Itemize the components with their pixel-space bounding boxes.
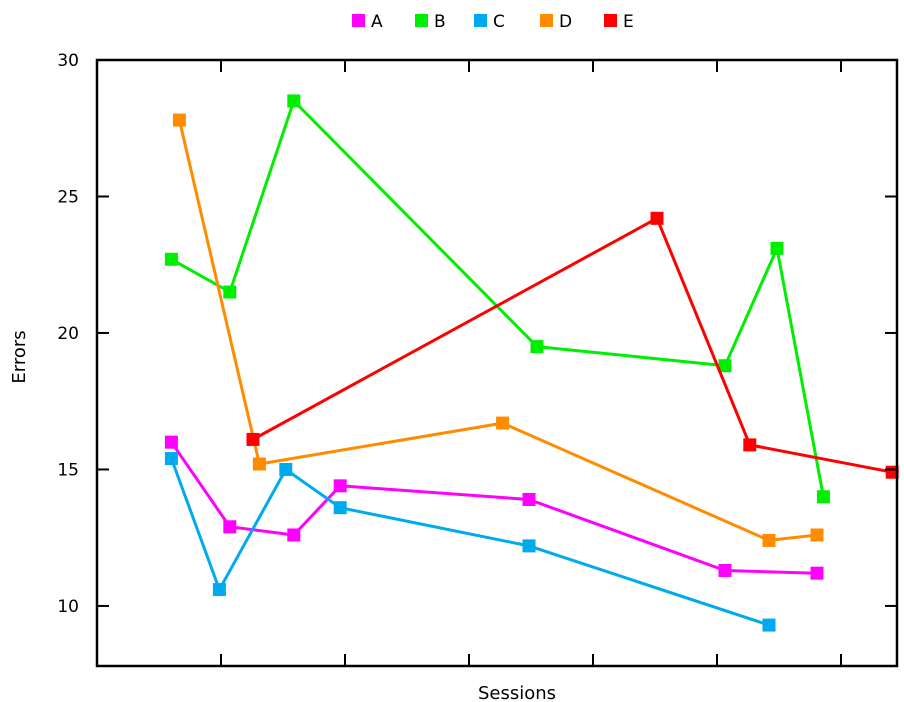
data-point-A — [718, 563, 732, 577]
legend-item-A: A — [352, 12, 383, 32]
legend-label: B — [434, 12, 446, 32]
legend-swatch — [415, 14, 428, 27]
data-point-C — [164, 452, 178, 466]
y-tick-label: 25 — [57, 187, 79, 207]
axes — [95, 58, 899, 668]
legend-swatch — [352, 14, 365, 27]
data-point-D — [810, 528, 824, 542]
series-line-E — [252, 216, 893, 474]
data-point-A — [164, 435, 178, 449]
y-axis-ticks: 10 15 20 25 30 — [57, 51, 897, 617]
legend-swatch — [604, 14, 617, 27]
legend-label: A — [371, 12, 383, 32]
data-point-B — [164, 252, 178, 266]
data-point-D — [172, 113, 186, 127]
data-point-E — [743, 438, 757, 452]
series-layer — [164, 94, 899, 632]
series-C — [164, 452, 776, 632]
legend: A B C D E — [352, 12, 634, 32]
series-line-C — [169, 457, 770, 627]
legend-item-D: D — [540, 12, 572, 32]
data-point-B — [718, 359, 732, 373]
data-point-C — [212, 583, 226, 597]
data-point-A — [223, 520, 237, 534]
data-point-D — [496, 416, 510, 430]
legend-swatch — [540, 14, 553, 27]
data-point-A — [522, 492, 536, 506]
legend-label: D — [559, 12, 572, 32]
y-axis-title: Errors — [9, 330, 30, 383]
data-point-A — [333, 479, 347, 493]
data-point-E — [246, 432, 260, 446]
series-D — [172, 113, 824, 547]
series-E — [246, 211, 899, 479]
data-point-C — [333, 501, 347, 515]
x-axis-ticks — [220, 60, 842, 666]
legend-item-B: B — [415, 12, 446, 32]
data-point-C — [522, 539, 536, 553]
legend-label: C — [493, 12, 505, 32]
data-point-E — [650, 211, 664, 225]
legend-item-E: E — [604, 12, 634, 32]
y-tick-label: 30 — [57, 51, 79, 71]
data-point-C — [762, 618, 776, 632]
series-line-B — [170, 99, 825, 498]
legend-label: E — [623, 12, 634, 32]
data-point-C — [279, 462, 293, 476]
legend-swatch — [474, 14, 487, 27]
data-point-B — [770, 241, 784, 255]
data-point-B — [287, 94, 301, 108]
series-A — [164, 435, 824, 580]
series-B — [164, 94, 830, 504]
data-point-D — [762, 533, 776, 547]
x-axis-title: Sessions — [478, 683, 556, 702]
data-point-D — [252, 457, 266, 471]
y-tick-label: 10 — [57, 597, 79, 617]
data-point-A — [810, 566, 824, 580]
plot-frame — [95, 58, 899, 668]
data-point-A — [287, 528, 301, 542]
data-point-B — [816, 490, 830, 504]
data-point-B — [530, 340, 544, 354]
data-point-B — [223, 285, 237, 299]
legend-item-C: C — [474, 12, 505, 32]
y-tick-label: 20 — [57, 324, 79, 344]
series-line-D — [177, 119, 818, 542]
y-tick-label: 15 — [57, 460, 79, 480]
